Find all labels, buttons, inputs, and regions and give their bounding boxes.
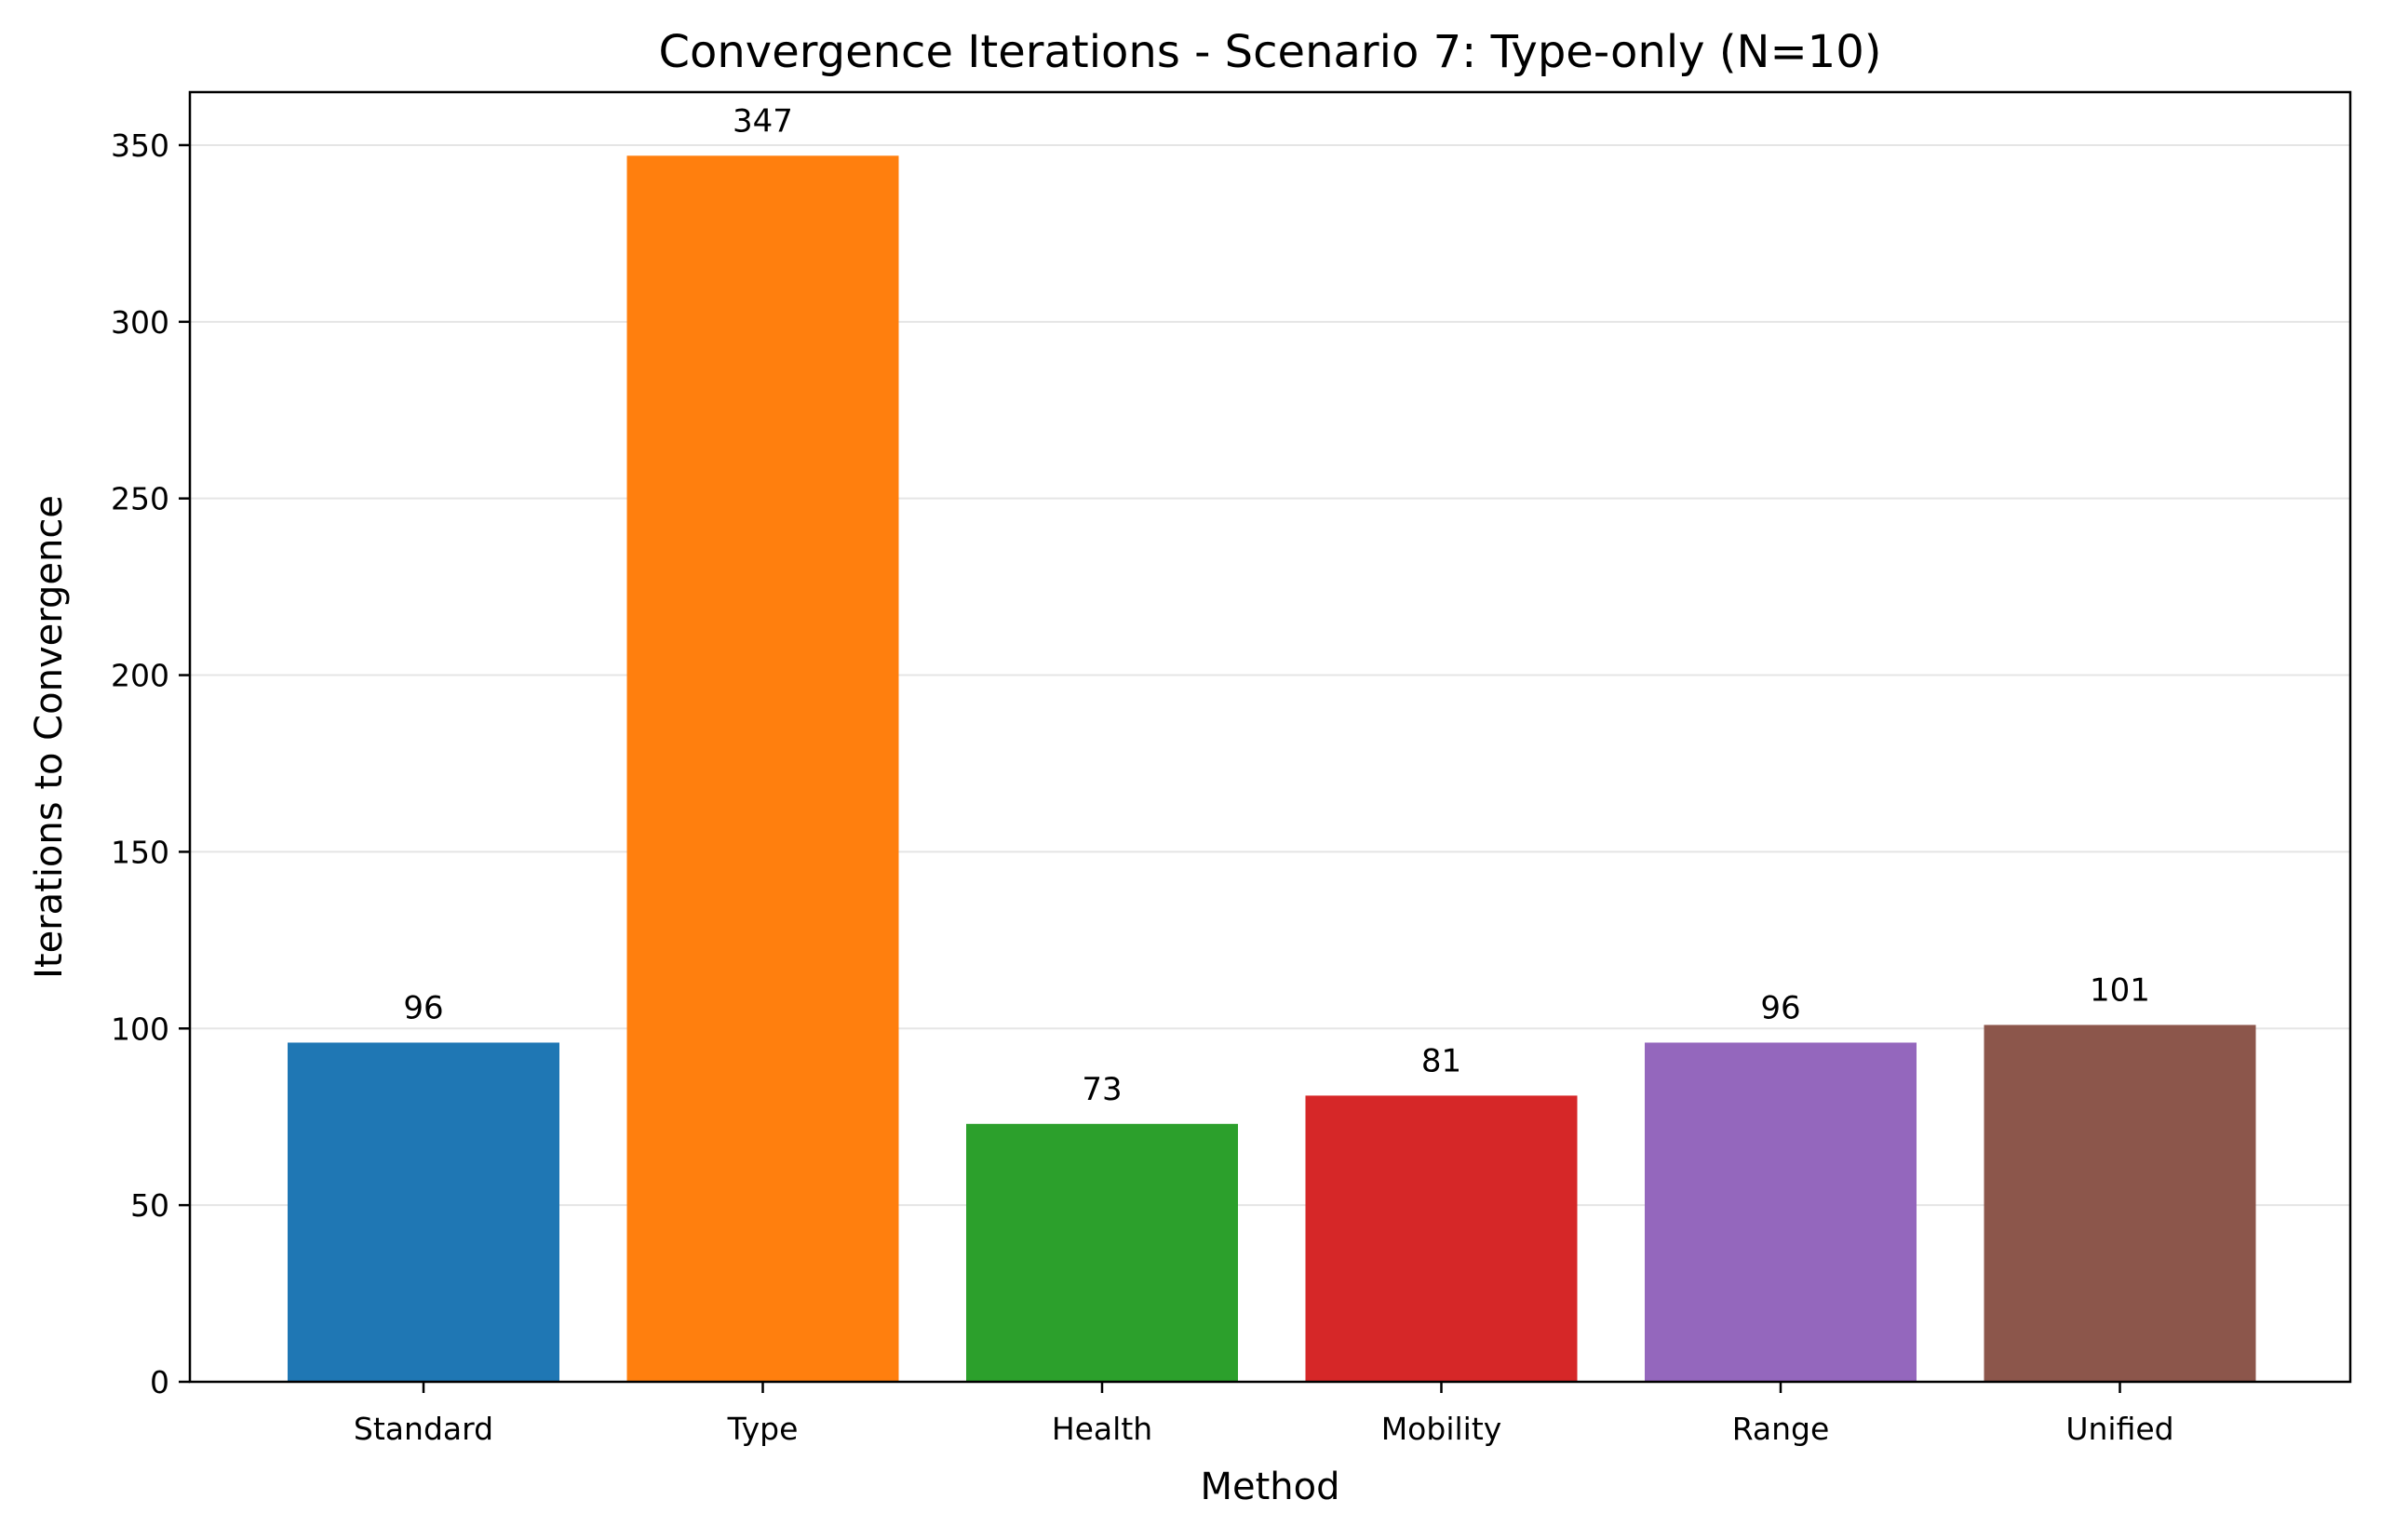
y-tick-label-200: 200 [111,658,169,694]
x-tick-label-health: Health [1052,1411,1152,1447]
bar-range [1645,1042,1917,1382]
x-axis-ticks: Standard Type Health Mobility Range Unified [354,1382,2174,1447]
x-tick-label-range: Range [1732,1411,1830,1447]
x-tick-label-type: Type [727,1411,799,1447]
bar-mobility [1305,1095,1578,1382]
x-tick-label-standard: Standard [354,1411,493,1447]
chart-title: Convergence Iterations - Scenario 7: Typ… [659,26,1882,78]
bar-standard [288,1042,559,1382]
data-label-health: 73 [1082,1071,1122,1108]
y-tick-label-50: 50 [130,1187,169,1224]
x-tick-label-unified: Unified [2065,1411,2173,1447]
x-axis-label: Method [1200,1466,1339,1508]
y-tick-label-350: 350 [111,127,169,164]
y-tick-label-300: 300 [111,304,169,341]
y-axis-label: Iterations to Convergence [28,495,71,979]
y-tick-label-150: 150 [111,834,169,870]
data-labels: 96 347 73 81 96 101 [403,102,2150,1107]
data-label-type: 347 [733,102,793,140]
y-tick-label-100: 100 [111,1011,169,1047]
bar-unified [1984,1024,2256,1382]
data-label-standard: 96 [403,989,443,1026]
bars [288,155,2256,1382]
bar-health [966,1123,1238,1382]
x-tick-label-mobility: Mobility [1381,1411,1502,1447]
data-label-unified: 101 [2090,971,2150,1009]
axes-frame [188,90,2352,1384]
y-tick-label-250: 250 [111,481,169,517]
bar-type [626,155,899,1382]
data-label-range: 96 [1760,989,1800,1026]
y-axis-ticks: 0 50 100 150 200 250 300 350 [111,127,190,1400]
data-label-mobility: 81 [1421,1042,1461,1079]
y-tick-label-0: 0 [150,1364,169,1400]
